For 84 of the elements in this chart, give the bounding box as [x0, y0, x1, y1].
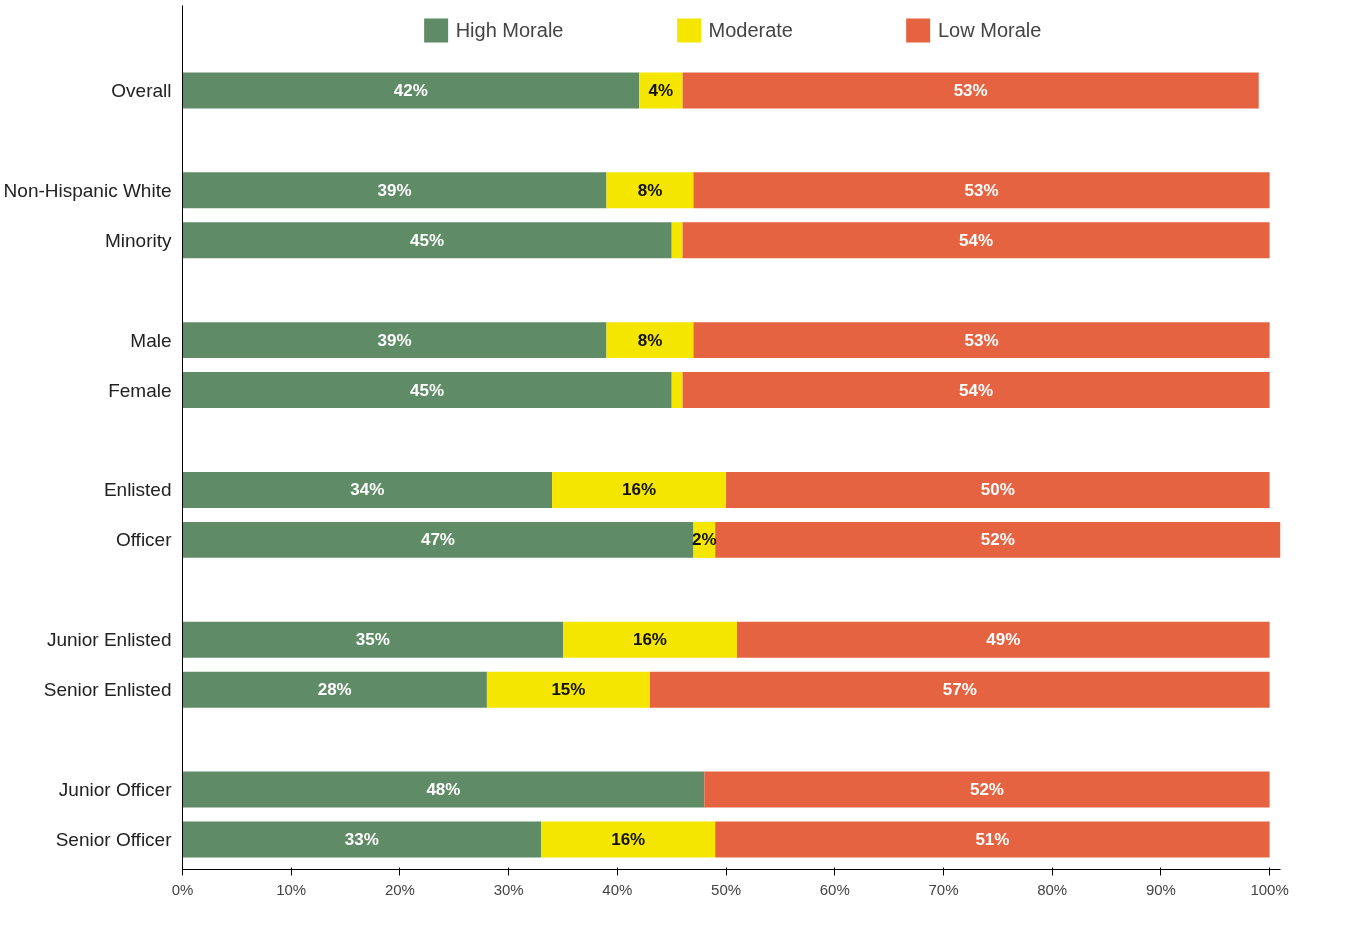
data-label: 39%	[377, 180, 412, 200]
x-tick-label: 60%	[819, 880, 850, 898]
data-label: 51%	[975, 830, 1010, 850]
data-label: 8%	[637, 180, 663, 200]
data-label: 33%	[344, 830, 379, 850]
data-label: 16%	[611, 830, 646, 850]
data-label: 48%	[426, 780, 461, 800]
data-label: 15%	[551, 680, 586, 700]
data-label: 34%	[350, 480, 385, 500]
x-tick-label: 40%	[602, 880, 633, 898]
bar	[182, 72, 640, 109]
legend-label: High Morale	[455, 18, 564, 42]
y-tick-label: Male	[130, 329, 172, 351]
bar	[693, 322, 1270, 359]
bar	[649, 671, 1270, 708]
data-label: 45%	[410, 380, 445, 400]
data-label: 49%	[986, 630, 1021, 650]
y-tick-label: Enlisted	[103, 479, 172, 501]
bar	[736, 621, 1270, 658]
data-label: 52%	[969, 780, 1004, 800]
data-label: 35%	[355, 630, 390, 650]
bar	[726, 471, 1270, 508]
data-label: 8%	[637, 330, 663, 350]
data-label: 42%	[393, 80, 428, 100]
bar	[552, 471, 727, 508]
x-tick-label: 10%	[276, 880, 307, 898]
bar	[182, 372, 672, 409]
bar	[486, 671, 650, 708]
data-label: 53%	[953, 80, 988, 100]
bar	[682, 222, 1270, 259]
legend-label: Moderate	[708, 18, 793, 42]
x-tick-label: 50%	[711, 880, 742, 898]
bar	[682, 372, 1270, 409]
bar	[182, 471, 553, 508]
bar	[182, 172, 607, 209]
bar	[541, 821, 716, 858]
x-tick-label: 30%	[493, 880, 524, 898]
legend-label: Low Morale	[937, 18, 1042, 42]
y-tick-label: Junior Enlisted	[46, 629, 172, 651]
bar	[563, 621, 737, 658]
data-label: 53%	[964, 330, 999, 350]
x-tick-label: 100%	[1250, 880, 1289, 898]
bar	[182, 322, 607, 359]
bar	[182, 771, 705, 808]
bar	[182, 222, 672, 259]
data-label: 54%	[959, 380, 994, 400]
bar	[182, 671, 487, 708]
bar	[715, 521, 1281, 558]
y-tick-label: Junior Officer	[58, 779, 173, 801]
bar	[693, 172, 1270, 209]
data-label: 57%	[942, 680, 977, 700]
data-label: 4%	[648, 80, 674, 100]
data-label: 28%	[317, 680, 352, 700]
bar	[704, 771, 1270, 808]
x-tick-label: 0%	[171, 880, 194, 898]
bar	[182, 621, 563, 658]
x-tick-label: 20%	[384, 880, 415, 898]
bar	[182, 821, 542, 858]
y-tick-label: Senior Officer	[55, 829, 173, 851]
data-label: 47%	[420, 530, 455, 550]
bar	[671, 222, 683, 259]
data-label: 39%	[377, 330, 412, 350]
data-label: 16%	[632, 630, 667, 650]
bar	[606, 172, 694, 209]
y-tick-label: Female	[108, 379, 172, 401]
y-tick-label: Non-Hispanic White	[3, 179, 172, 201]
x-tick-label: 90%	[1145, 880, 1176, 898]
bar	[715, 821, 1270, 858]
bar	[671, 372, 683, 409]
y-tick-label: Minority	[104, 229, 172, 251]
data-label: 54%	[959, 230, 994, 250]
data-label: 16%	[622, 480, 657, 500]
data-label: 50%	[980, 480, 1015, 500]
x-tick-label: 70%	[928, 880, 959, 898]
data-label: 45%	[410, 230, 445, 250]
y-tick-label: Senior Enlisted	[43, 679, 172, 701]
y-tick-label: Officer	[115, 529, 173, 551]
x-tick-label: 80%	[1037, 880, 1068, 898]
bar	[606, 322, 694, 359]
y-tick-label: Overall	[111, 79, 172, 101]
bar	[682, 72, 1259, 109]
data-label: 53%	[964, 180, 999, 200]
bar	[182, 521, 694, 558]
data-label: 52%	[980, 530, 1015, 550]
